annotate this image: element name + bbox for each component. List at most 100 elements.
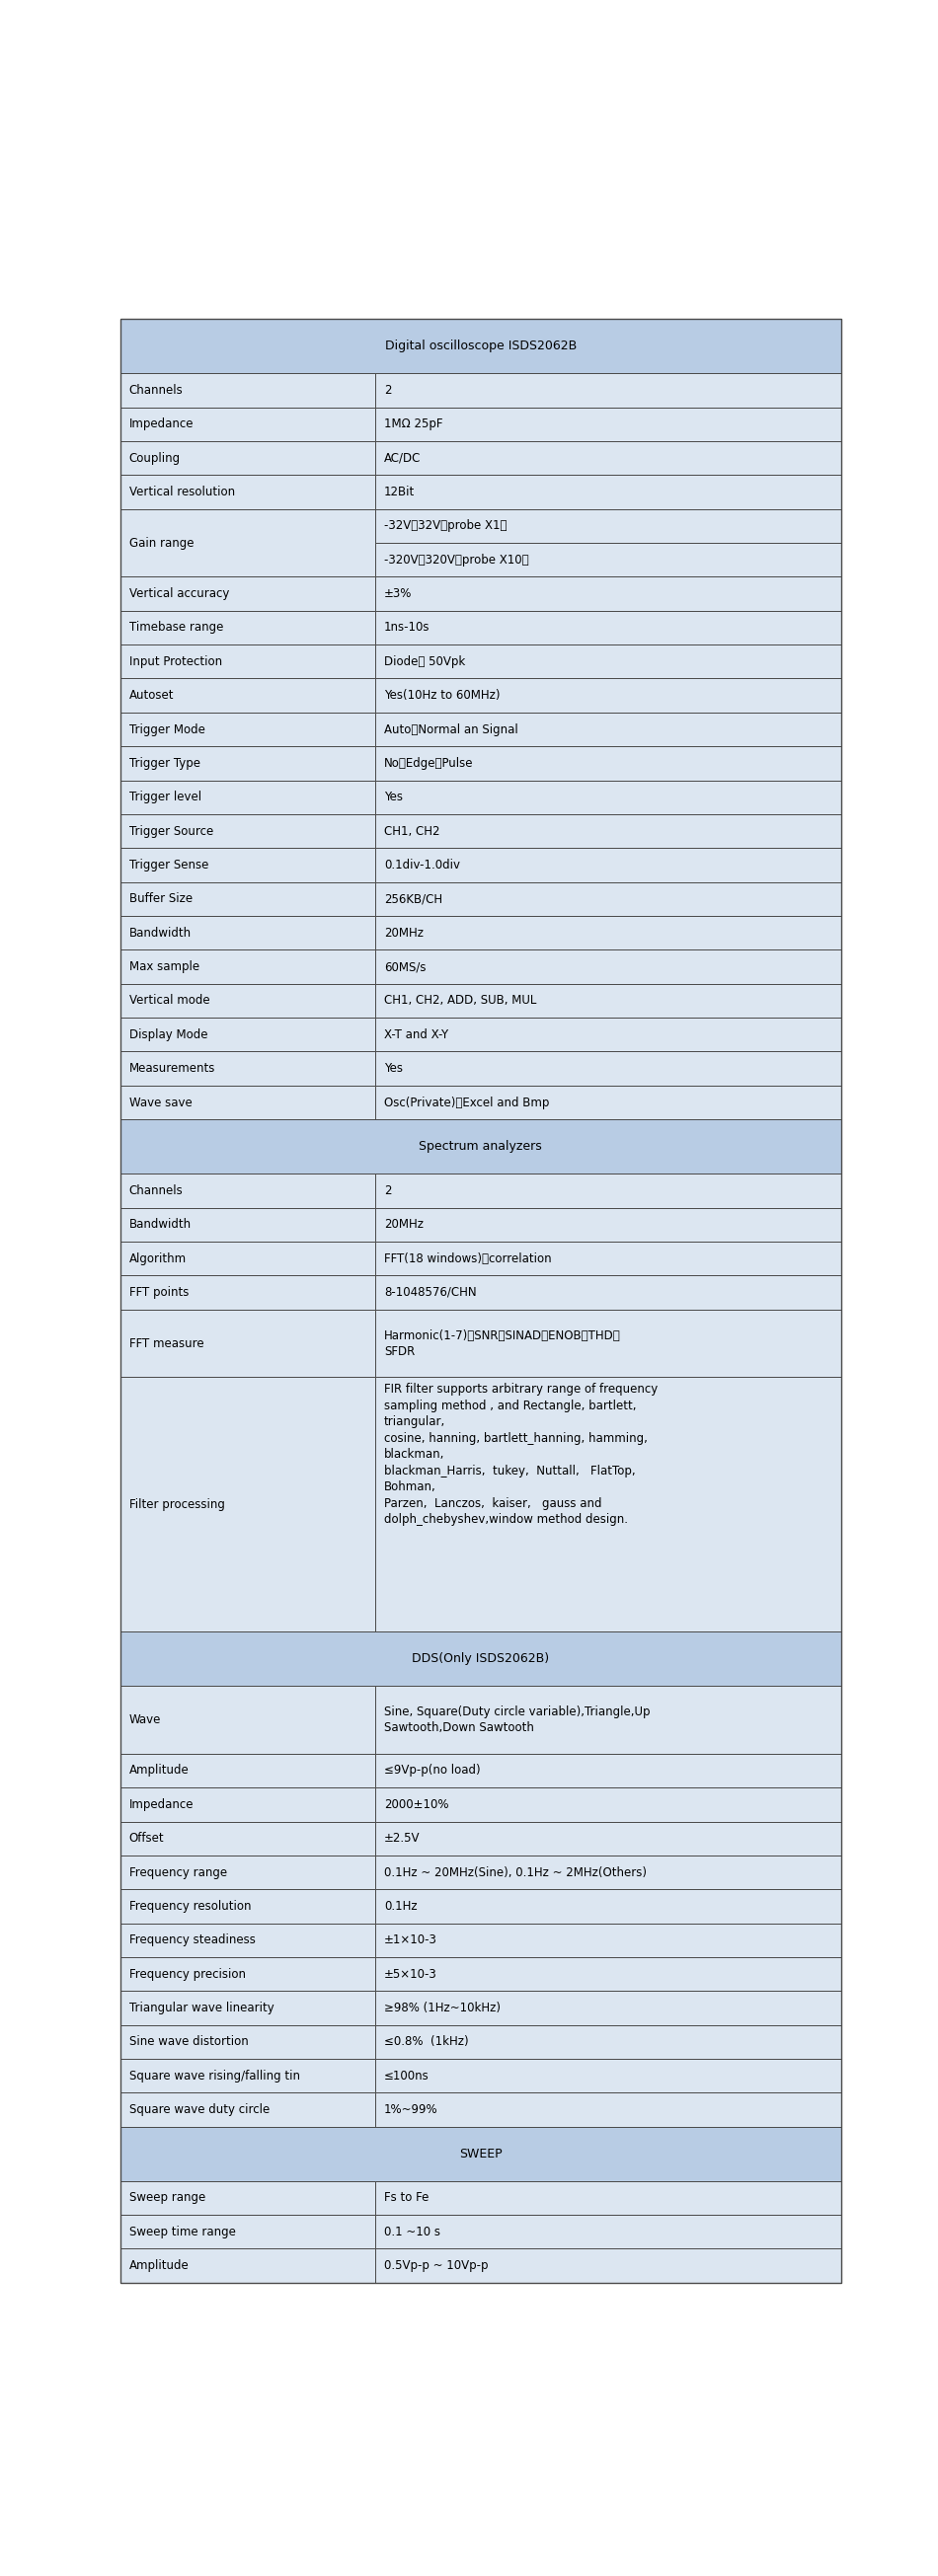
Text: Channels: Channels xyxy=(129,384,183,397)
Bar xyxy=(375,1018,841,1051)
Text: Coupling: Coupling xyxy=(129,451,180,464)
Text: Harmonic(1-7)、SNR、SINAD、ENOB、THD、
SFDR: Harmonic(1-7)、SNR、SINAD、ENOB、THD、 SFDR xyxy=(384,1329,621,1358)
Text: Gain range: Gain range xyxy=(129,536,193,549)
Bar xyxy=(375,611,841,644)
Text: 20MHz: 20MHz xyxy=(384,1218,424,1231)
Text: Input Protection: Input Protection xyxy=(129,654,221,667)
Bar xyxy=(120,319,841,374)
Text: Timebase range: Timebase range xyxy=(129,621,223,634)
Bar xyxy=(120,374,375,407)
Bar xyxy=(375,2215,841,2249)
Bar xyxy=(375,1084,841,1121)
Text: FFT measure: FFT measure xyxy=(129,1337,204,1350)
Bar xyxy=(120,2025,375,2058)
Text: Frequency range: Frequency range xyxy=(129,1865,227,1878)
Text: ≤9Vp-p(no load): ≤9Vp-p(no load) xyxy=(384,1765,480,1777)
Text: Frequency resolution: Frequency resolution xyxy=(129,1901,250,1914)
Bar xyxy=(120,951,375,984)
Text: 1%~99%: 1%~99% xyxy=(384,2105,438,2115)
Text: Diode， 50Vpk: Diode， 50Vpk xyxy=(384,654,465,667)
Text: 0.1div-1.0div: 0.1div-1.0div xyxy=(384,858,460,871)
Text: Amplitude: Amplitude xyxy=(129,1765,189,1777)
Text: 20MHz: 20MHz xyxy=(384,927,424,940)
Text: 2: 2 xyxy=(384,384,391,397)
Bar xyxy=(375,814,841,848)
Bar xyxy=(375,544,841,577)
Bar xyxy=(120,510,375,577)
Bar xyxy=(375,747,841,781)
Bar xyxy=(120,474,375,510)
Bar xyxy=(375,510,841,544)
Bar xyxy=(120,2092,375,2128)
Text: Amplitude: Amplitude xyxy=(129,2259,189,2272)
Bar xyxy=(375,1378,841,1631)
Text: Bandwidth: Bandwidth xyxy=(129,927,191,940)
Text: Yes: Yes xyxy=(384,791,402,804)
Bar xyxy=(375,1051,841,1084)
Text: Triangular wave linearity: Triangular wave linearity xyxy=(129,2002,274,2014)
Bar xyxy=(375,407,841,440)
Text: 0.1Hz ~ 20MHz(Sine), 0.1Hz ~ 2MHz(Others): 0.1Hz ~ 20MHz(Sine), 0.1Hz ~ 2MHz(Others… xyxy=(384,1865,646,1878)
Text: CH1, CH2: CH1, CH2 xyxy=(384,824,440,837)
Text: Trigger Sense: Trigger Sense xyxy=(129,858,208,871)
Text: Buffer Size: Buffer Size xyxy=(129,891,192,904)
Bar xyxy=(375,1275,841,1309)
Text: Digital oscilloscope ISDS2062B: Digital oscilloscope ISDS2062B xyxy=(385,340,577,353)
Text: AC/DC: AC/DC xyxy=(384,451,421,464)
Text: Wave save: Wave save xyxy=(129,1095,192,1108)
Text: Display Mode: Display Mode xyxy=(129,1028,207,1041)
Bar xyxy=(120,1821,375,1855)
Bar xyxy=(375,1309,841,1378)
Bar xyxy=(120,1631,841,1685)
Bar xyxy=(375,440,841,474)
Text: Measurements: Measurements xyxy=(129,1061,215,1074)
Text: Wave: Wave xyxy=(129,1713,160,1726)
Bar xyxy=(120,611,375,644)
Bar xyxy=(375,1888,841,1924)
Text: Trigger Mode: Trigger Mode xyxy=(129,724,204,737)
Text: Sweep range: Sweep range xyxy=(129,2192,205,2205)
Bar xyxy=(120,2182,375,2215)
Bar xyxy=(120,1309,375,1378)
Bar xyxy=(120,2249,375,2282)
Bar xyxy=(375,917,841,951)
Bar xyxy=(375,951,841,984)
Bar xyxy=(120,1888,375,1924)
Bar xyxy=(120,1242,375,1275)
Text: Impedance: Impedance xyxy=(129,1798,193,1811)
Bar xyxy=(375,848,841,881)
Text: Yes: Yes xyxy=(384,1061,402,1074)
Text: Fs to Fe: Fs to Fe xyxy=(384,2192,429,2205)
Text: 8-1048576/CHN: 8-1048576/CHN xyxy=(384,1285,477,1298)
Bar xyxy=(120,2128,841,2182)
Text: ±2.5V: ±2.5V xyxy=(384,1832,420,1844)
Text: -32V～32V（probe X1）: -32V～32V（probe X1） xyxy=(384,520,507,533)
Text: No、Edge、Pulse: No、Edge、Pulse xyxy=(384,757,474,770)
Bar xyxy=(375,644,841,677)
Bar xyxy=(375,1685,841,1754)
Text: ≤0.8%  (1kHz): ≤0.8% (1kHz) xyxy=(384,2035,469,2048)
Text: ≤100ns: ≤100ns xyxy=(384,2069,430,2081)
Bar xyxy=(375,2249,841,2282)
Bar xyxy=(120,2215,375,2249)
Text: Vertical accuracy: Vertical accuracy xyxy=(129,587,229,600)
Bar xyxy=(375,1855,841,1888)
Text: Square wave duty circle: Square wave duty circle xyxy=(129,2105,269,2115)
Bar xyxy=(120,1084,375,1121)
Text: Autoset: Autoset xyxy=(129,688,174,701)
Bar xyxy=(375,2182,841,2215)
Text: Algorithm: Algorithm xyxy=(129,1252,187,1265)
Bar xyxy=(120,1685,375,1754)
Bar xyxy=(375,677,841,714)
Text: SWEEP: SWEEP xyxy=(460,2148,502,2161)
Bar xyxy=(120,984,375,1018)
Text: Vertical resolution: Vertical resolution xyxy=(129,487,234,497)
Text: Spectrum analyzers: Spectrum analyzers xyxy=(419,1141,542,1154)
Text: Channels: Channels xyxy=(129,1185,183,1198)
Text: 0.1 ~10 s: 0.1 ~10 s xyxy=(384,2226,440,2239)
Bar xyxy=(120,644,375,677)
Bar xyxy=(120,1754,375,1788)
Text: 1ns-10s: 1ns-10s xyxy=(384,621,430,634)
Text: Impedance: Impedance xyxy=(129,417,193,430)
Bar xyxy=(120,848,375,881)
